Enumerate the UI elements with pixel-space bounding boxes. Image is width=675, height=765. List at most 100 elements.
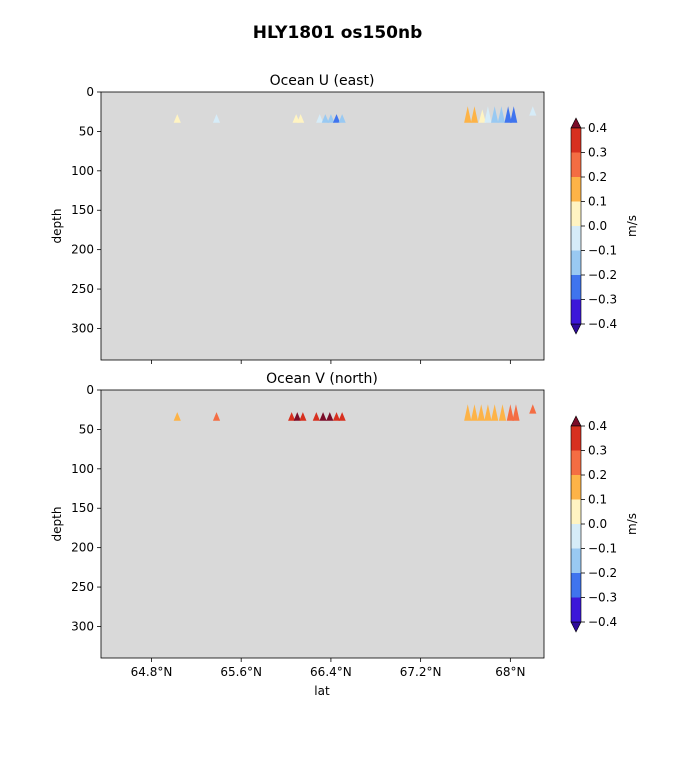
- colorbar-bin-0-7: [571, 299, 581, 324]
- y-tick-label-0-3: 150: [71, 203, 94, 217]
- colorbar-tick-label-1-6: −0.2: [588, 566, 617, 580]
- colorbar-tick-label-1-0: 0.4: [588, 419, 607, 433]
- cell-0-3: [297, 114, 305, 123]
- colorbar-bin-0-6: [571, 275, 581, 300]
- colorbar-tick-label-1-8: −0.4: [588, 615, 617, 629]
- cell-0-11: [478, 109, 486, 123]
- plot-frame-u: [100, 91, 545, 361]
- cell-1-2: [288, 412, 296, 421]
- y-tick-label-1-3: 150: [71, 501, 94, 515]
- cell-1-0: [173, 412, 181, 421]
- x-tick-label-1-2: 66.4°N: [310, 665, 352, 679]
- cells-u: [173, 106, 537, 123]
- y-tick-label-0-0: 0: [86, 85, 94, 99]
- colorbar-tick-label-0-6: −0.2: [588, 268, 617, 282]
- figure-title: HLY1801 os150nb: [253, 23, 423, 43]
- y-axis-label-v: depth: [50, 507, 64, 542]
- colorbar-v: 0.4 0.3 0.2 0.1 0.0 −0.1 −0.2 −0.3 −0.4 m/s: [570, 415, 639, 633]
- colorbar-bin-0-0: [571, 128, 581, 153]
- cell-0-7: [332, 114, 341, 123]
- x-tick-label-1-0: 64.8°N: [131, 665, 173, 679]
- cell-0-4: [316, 114, 324, 123]
- colorbar-extend-min-1: [570, 621, 582, 633]
- colorbar-bin-0-4: [571, 226, 581, 251]
- colorbar-bin-0-2: [571, 177, 581, 202]
- colorbar-bin-1-3: [571, 499, 581, 524]
- cell-1-18: [529, 404, 537, 414]
- colorbar-tick-label-0-3: 0.1: [588, 195, 607, 209]
- cell-1-12: [477, 404, 485, 421]
- colorbar-bin-1-2: [571, 475, 581, 500]
- x-axis-v: 64.8°N 65.6°N 66.4°N 67.2°N 68°N: [131, 658, 525, 679]
- cell-0-14: [497, 106, 505, 123]
- panel-ocean-v: Ocean V (north) 0 50 100 150 200 250 300 64.8°…: [50, 371, 545, 698]
- colorbar-tick-label-0-4: 0.0: [588, 219, 607, 233]
- x-axis-label: lat: [314, 684, 330, 698]
- colorbar-extend-max-1: [570, 415, 582, 427]
- colorbar-bin-1-4: [571, 524, 581, 549]
- cell-0-6: [327, 114, 335, 123]
- y-tick-label-0-6: 300: [71, 321, 94, 335]
- cell-1-17: [512, 404, 520, 421]
- colorbar-tick-label-1-5: −0.1: [588, 542, 617, 556]
- colorbar-tick-label-1-2: 0.2: [588, 468, 607, 482]
- x-tick-label-1-1: 65.6°N: [220, 665, 262, 679]
- cell-1-11: [470, 404, 479, 421]
- cell-1-9: [338, 412, 346, 421]
- cell-1-5: [312, 412, 320, 421]
- y-tick-label-1-6: 300: [71, 619, 94, 633]
- colorbar-bin-0-5: [571, 250, 581, 275]
- cells-v: [173, 404, 537, 421]
- y-tick-label-0-1: 50: [79, 124, 94, 138]
- panel-ocean-u: Ocean U (east) 0 50 100 150 200 250 300 depth: [50, 73, 545, 364]
- cell-1-14: [491, 404, 499, 421]
- cell-1-16: [506, 404, 514, 421]
- cell-1-3: [293, 412, 301, 421]
- colorbar-bin-1-6: [571, 573, 581, 598]
- cell-0-0: [173, 114, 181, 123]
- cell-0-12: [484, 106, 492, 123]
- colorbar-bin-1-7: [571, 597, 581, 622]
- y-tick-label-0-2: 100: [71, 164, 94, 178]
- cell-0-13: [491, 106, 499, 123]
- cell-0-8: [338, 114, 346, 123]
- colorbar-tick-label-1-7: −0.3: [588, 591, 617, 605]
- colorbar-bins-u: [570, 117, 582, 335]
- y-tick-label-0-4: 200: [71, 243, 94, 257]
- cell-0-1: [212, 114, 221, 123]
- cell-1-15: [498, 404, 507, 421]
- plot-area-u: [101, 92, 544, 360]
- colorbar-bin-1-1: [571, 450, 581, 475]
- colorbar-tick-label-0-5: −0.1: [588, 244, 617, 258]
- colorbar-bin-1-5: [571, 548, 581, 573]
- cell-0-15: [504, 106, 512, 123]
- y-axis-u: 0 50 100 150 200 250 300: [71, 85, 101, 335]
- colorbar-tick-label-0-0: 0.4: [588, 121, 607, 135]
- cell-0-5: [321, 114, 329, 123]
- colorbar-bin-1-0: [571, 426, 581, 451]
- cell-1-8: [332, 412, 341, 421]
- colorbar-tick-label-1-1: 0.3: [588, 444, 607, 458]
- x-tick-label-1-3: 67.2°N: [400, 665, 442, 679]
- y-axis-label-u: depth: [50, 209, 64, 244]
- y-tick-label-1-0: 0: [86, 383, 94, 397]
- panel-title-v: Ocean V (north): [266, 371, 378, 387]
- x-tick-label-1-4: 68°N: [495, 665, 525, 679]
- cell-0-9: [464, 106, 472, 123]
- colorbar-extend-max-0: [570, 117, 582, 129]
- cell-1-1: [212, 412, 221, 421]
- x-axis-u: [151, 360, 511, 364]
- colorbar-label-v: m/s: [625, 513, 639, 535]
- cell-0-2: [292, 114, 300, 123]
- y-tick-label-1-4: 200: [71, 541, 94, 555]
- panel-title-u: Ocean U (east): [270, 73, 375, 89]
- colorbar-ticks-v: 0.4 0.3 0.2 0.1 0.0 −0.1 −0.2 −0.3 −0.4: [581, 419, 617, 629]
- colorbar-tick-label-1-4: 0.0: [588, 517, 607, 531]
- colorbar-extend-min-0: [570, 323, 582, 335]
- y-tick-label-0-5: 250: [71, 282, 94, 296]
- cell-0-16: [510, 106, 518, 123]
- y-tick-label-1-5: 250: [71, 580, 94, 594]
- colorbar-ticks-u: 0.4 0.3 0.2 0.1 0.0 −0.1 −0.2 −0.3 −0.4: [581, 121, 617, 331]
- colorbar-bin-0-3: [571, 201, 581, 226]
